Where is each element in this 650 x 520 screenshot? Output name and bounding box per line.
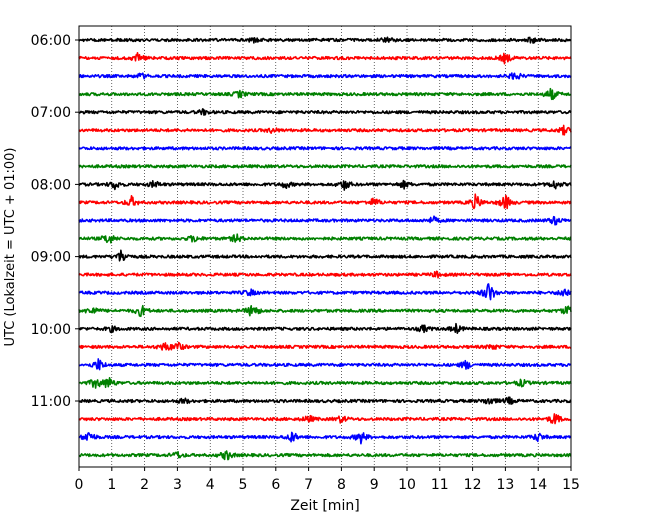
trace-group <box>78 36 572 461</box>
x-tick-label: 11 <box>431 477 449 493</box>
x-tick-label: 1 <box>107 477 116 493</box>
y-tick-label: 07:00 <box>31 105 71 121</box>
trace-line <box>78 322 572 334</box>
trace-line <box>78 87 572 101</box>
trace-line <box>78 413 572 425</box>
x-tick-label: 4 <box>206 477 215 493</box>
x-tick-label: 0 <box>75 477 84 493</box>
x-tick-label: 6 <box>271 477 280 493</box>
x-tick-label: 10 <box>398 477 416 493</box>
trace-line <box>78 270 572 279</box>
y-tick-label: 11:00 <box>31 394 71 410</box>
trace-line <box>78 108 572 116</box>
x-tick-label: 13 <box>496 477 514 493</box>
x-axis-ticks: 0 1 2 3 4 5 6 7 8 9 10 11 12 13 14 15 <box>75 467 580 493</box>
trace-line <box>78 283 572 301</box>
trace-line <box>78 124 572 136</box>
x-tick-label: 3 <box>173 477 182 493</box>
y-tick-label: 06:00 <box>31 33 71 49</box>
y-axis-label: UTC (Lokalzeit = UTC + 01:00) <box>3 148 18 347</box>
x-tick-label: 5 <box>239 477 248 493</box>
plot-frame <box>78 25 572 468</box>
trace-line <box>78 215 572 226</box>
y-tick-label: 08:00 <box>31 177 71 193</box>
trace-line <box>78 36 572 44</box>
x-tick-label: 2 <box>140 477 149 493</box>
trace-line <box>78 146 572 151</box>
trace-line <box>78 179 572 191</box>
trace-line <box>78 358 572 371</box>
x-tick-label: 8 <box>337 477 346 493</box>
trace-line <box>78 52 572 65</box>
x-tick-label: 7 <box>304 477 313 493</box>
y-axis-ticks: 06:00 07:00 08:00 09:00 10:00 11:00 <box>31 33 79 410</box>
x-tick-label: 15 <box>562 477 580 493</box>
x-axis-label: Zeit [min] <box>290 498 359 514</box>
trace-line <box>78 233 572 244</box>
x-tick-label: 9 <box>370 477 379 493</box>
trace-line <box>78 193 572 210</box>
trace-line <box>78 304 572 318</box>
trace-line <box>78 341 572 351</box>
trace-line <box>78 450 572 461</box>
x-tick-label: 12 <box>464 477 482 493</box>
trace-line <box>78 431 572 445</box>
x-tick-label: 14 <box>529 477 547 493</box>
trace-line <box>78 377 572 389</box>
y-tick-label: 09:00 <box>31 250 71 266</box>
y-tick-label: 10:00 <box>31 322 71 338</box>
trace-line <box>78 396 572 405</box>
trace-line <box>78 164 572 169</box>
trace-line <box>78 72 572 80</box>
trace-line <box>78 249 572 262</box>
